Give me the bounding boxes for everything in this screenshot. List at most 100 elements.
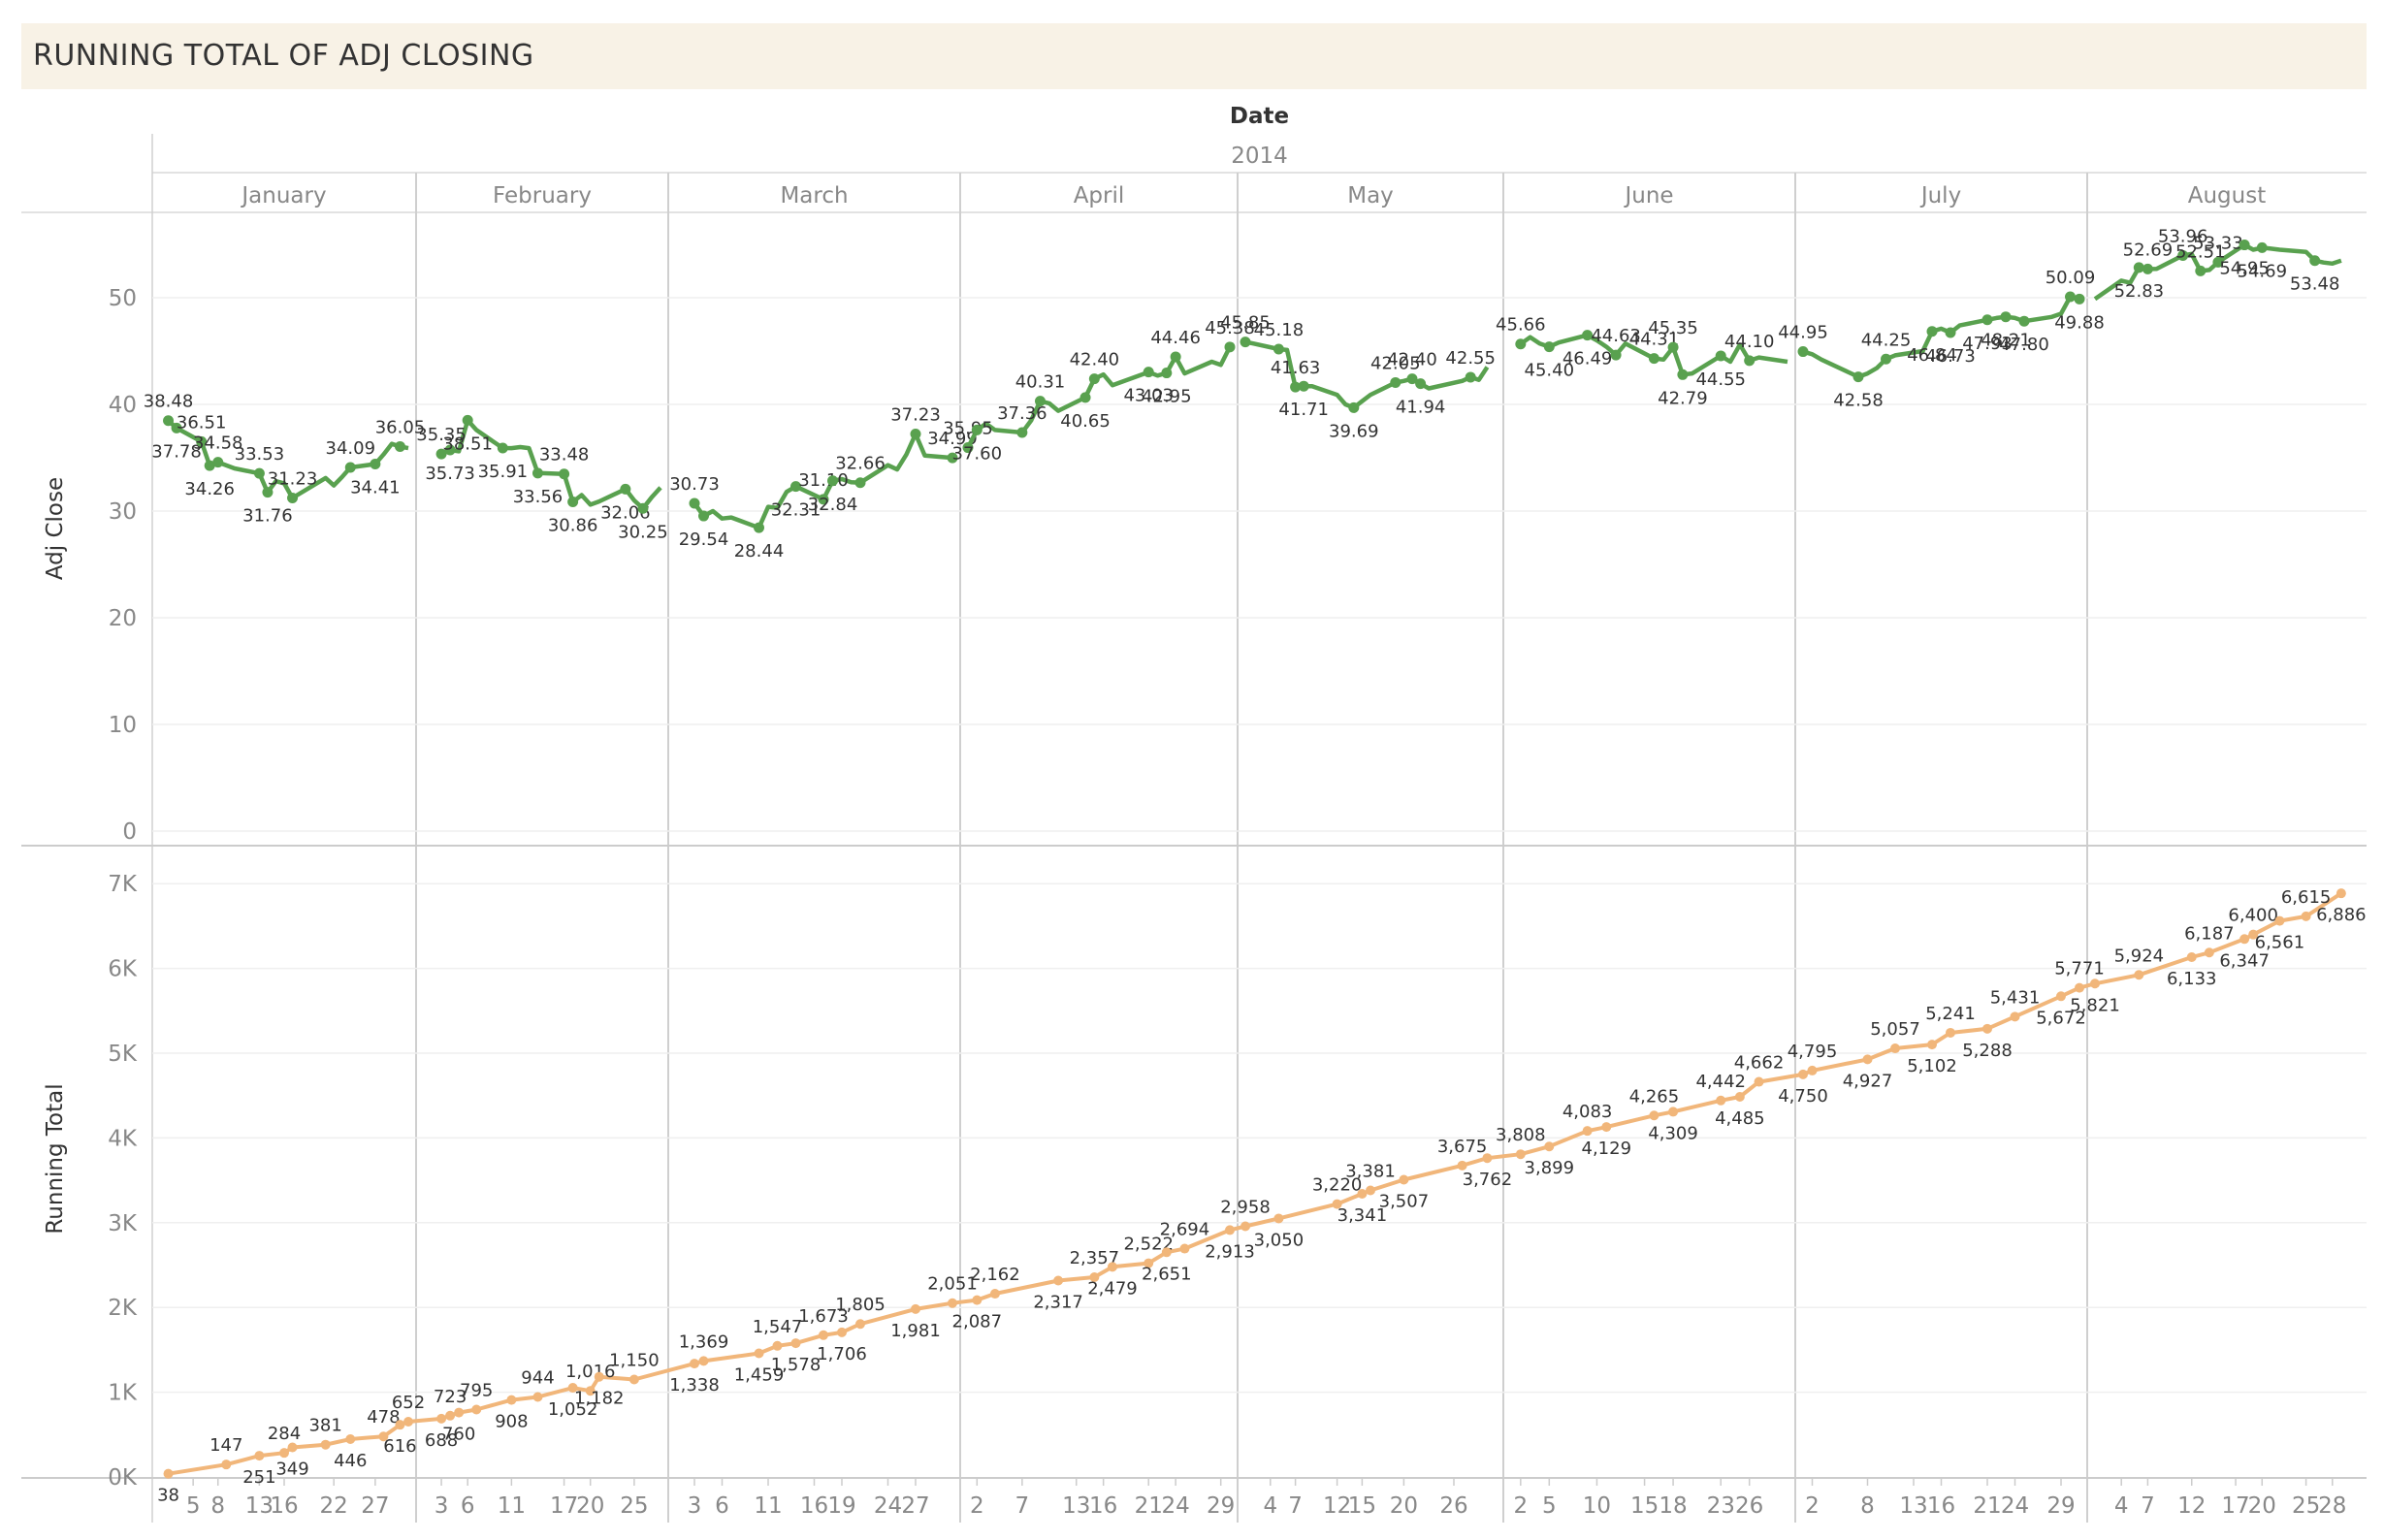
x-tick-label: 21 (1135, 1493, 1163, 1519)
data-point (1648, 353, 1659, 365)
data-point (2274, 915, 2285, 926)
data-label: 33.53 (235, 444, 285, 465)
month-header-june: June (1623, 183, 1673, 209)
data-point (1224, 341, 1236, 353)
data-point (212, 457, 224, 468)
data-label: 33.48 (539, 445, 590, 465)
data-point (2074, 293, 2085, 305)
data-point (754, 1348, 764, 1359)
chart-title: RUNNING TOTAL OF ADJ CLOSING (33, 39, 534, 73)
data-label: 43.03 (1123, 386, 1174, 406)
data-label: 6,347 (2219, 950, 2270, 971)
data-point (1715, 350, 1726, 362)
data-label: 42.58 (1833, 391, 1884, 411)
x-tick-label: 20 (1390, 1493, 1418, 1519)
data-point (1390, 376, 1401, 388)
data-label: 616 (383, 1436, 416, 1457)
data-point (204, 460, 215, 471)
x-tick-label: 27 (901, 1493, 929, 1519)
data-label: 2,162 (970, 1265, 1020, 1285)
data-label: 723 (434, 1387, 467, 1407)
x-tick-label: 12 (1323, 1493, 1351, 1519)
y-tick-label: 6K (108, 957, 138, 982)
y-axis-title-1: Running Total (43, 1083, 68, 1234)
data-label: 5,924 (2114, 946, 2165, 966)
data-point (559, 468, 570, 480)
data-label: 3,675 (1437, 1137, 1488, 1157)
year-header: 2014 (1231, 144, 1288, 169)
x-tick-label: 25 (620, 1493, 648, 1519)
data-point (2256, 241, 2268, 253)
data-point (790, 481, 801, 493)
data-point (754, 522, 764, 533)
data-point (1273, 1213, 1284, 1224)
data-point (344, 462, 356, 473)
data-point (1852, 371, 1864, 383)
data-label: 1,706 (817, 1344, 867, 1364)
x-tick-label: 16 (1927, 1493, 1955, 1519)
data-point (854, 477, 866, 489)
data-label: 251 (242, 1467, 275, 1488)
data-label: 35.35 (416, 425, 467, 445)
data-label: 5,241 (1925, 1004, 1976, 1024)
data-point (1945, 327, 1956, 338)
x-tick-label: 2 (1805, 1493, 1820, 1519)
data-label: 2,913 (1205, 1241, 1255, 1262)
data-label: 42.95 (1142, 387, 1192, 407)
data-point (594, 1371, 604, 1382)
y-tick-label: 10 (109, 713, 137, 738)
data-label: 41.94 (1396, 398, 1446, 418)
x-tick-label: 8 (210, 1493, 225, 1519)
x-tick-label: 26 (1735, 1493, 1763, 1519)
data-point (1366, 1185, 1375, 1196)
data-point (698, 510, 709, 522)
data-label: 2,051 (927, 1274, 978, 1295)
x-tick-label: 17 (550, 1493, 578, 1519)
data-point (1079, 392, 1091, 403)
x-tick-label: 15 (1630, 1493, 1659, 1519)
data-point (837, 1327, 847, 1337)
data-label: 1,459 (734, 1364, 785, 1385)
data-label: 35.91 (478, 462, 529, 482)
x-tick-label: 23 (1707, 1493, 1735, 1519)
data-point (2186, 951, 2197, 962)
data-label: 41.63 (1271, 358, 1321, 378)
data-label: 31.10 (798, 470, 849, 491)
data-label: 688 (425, 1430, 458, 1451)
data-point (971, 424, 983, 435)
data-label: 5,672 (2036, 1008, 2086, 1028)
data-point (2239, 240, 2250, 251)
x-tick-label: 16 (1089, 1493, 1117, 1519)
data-label: 53.96 (2158, 226, 2208, 246)
data-point (2090, 979, 2100, 989)
data-point (1399, 1174, 1409, 1185)
data-point (911, 1303, 920, 1314)
data-label: 42.05 (1370, 353, 1421, 373)
column-header: Date (1230, 104, 1289, 129)
x-tick-label: 7 (1015, 1493, 1030, 1519)
data-point (254, 1451, 265, 1461)
data-label: 349 (275, 1459, 308, 1479)
data-label: 38.48 (144, 392, 194, 412)
data-point (1515, 1149, 1526, 1160)
data-label: 3,220 (1312, 1175, 1363, 1196)
data-point (1348, 401, 1360, 413)
data-point (262, 487, 274, 498)
x-tick-label: 27 (361, 1493, 389, 1519)
data-point (1649, 1110, 1659, 1121)
data-label: 32.31 (771, 500, 822, 521)
data-label: 5,771 (2054, 959, 2105, 979)
data-point (163, 1468, 174, 1479)
x-tick-label: 29 (1207, 1493, 1235, 1519)
data-point (1415, 378, 1427, 390)
data-point (378, 1431, 389, 1442)
data-label: 45.40 (1525, 361, 1575, 381)
data-point (1357, 1189, 1368, 1200)
data-label: 3,050 (1254, 1230, 1305, 1250)
data-point (1881, 353, 1891, 365)
data-point (790, 1338, 801, 1349)
data-point (532, 467, 543, 479)
data-label: 47.93 (1962, 334, 2013, 354)
data-label: 45.85 (1220, 313, 1271, 334)
data-point (1170, 351, 1181, 363)
